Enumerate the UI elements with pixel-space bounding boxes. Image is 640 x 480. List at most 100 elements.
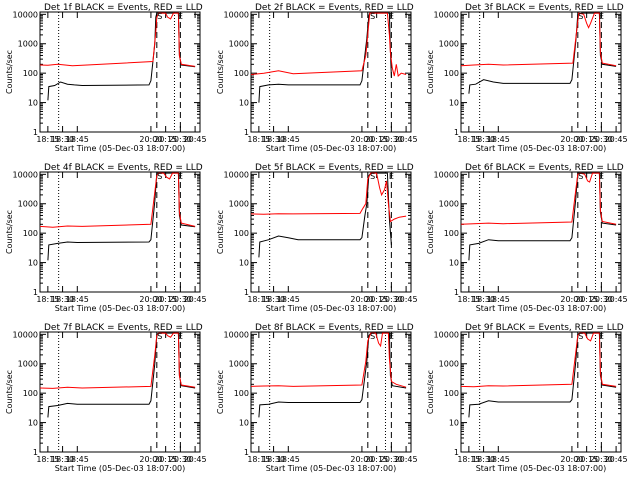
x-tick-label: 20:15 <box>575 135 598 144</box>
marker-s: S <box>578 172 583 181</box>
x-axis-label: Start Time (05-Dec-03 18:07:00) <box>266 144 397 153</box>
marker-e: E <box>599 172 604 181</box>
y-tick-label: 1 <box>244 128 249 137</box>
x-tick-label: 20:00 <box>560 135 583 144</box>
y-tick-label: 100 <box>444 229 459 238</box>
y-tick-label: 10 <box>28 259 38 268</box>
y-tick-label: 1000 <box>439 40 459 49</box>
series-line-events <box>47 172 196 261</box>
x-tick-label: 18:45 <box>277 295 300 304</box>
series-line-events <box>468 172 617 261</box>
y-tick-label: 1000 <box>229 200 249 209</box>
x-tick-label: 18:15 <box>247 135 270 144</box>
x-tick-label: 18:45 <box>487 455 510 464</box>
x-tick-label: 20:45 <box>395 135 418 144</box>
x-axis-label: Start Time (05-Dec-03 18:07:00) <box>476 304 607 313</box>
x-tick-label: 20:00 <box>350 455 373 464</box>
x-tick-label: 20:00 <box>139 295 162 304</box>
x-tick-label: 20:15 <box>365 135 388 144</box>
y-tick-label: 10 <box>239 259 249 268</box>
y-axis-label: Counts/sec <box>216 370 225 414</box>
y-axis-label: Counts/sec <box>5 210 14 254</box>
series-line-events <box>258 12 392 103</box>
x-tick-label: 20:00 <box>350 295 373 304</box>
plot-frame <box>250 331 412 453</box>
chart-panel-5: Det 5f BLACK = Events, RED = LLD 1 10 100 10… <box>216 163 418 313</box>
x-axis-label: Start Time (05-Dec-03 18:07:00) <box>266 464 397 473</box>
marker-e: E <box>599 332 604 341</box>
y-tick-label: 1 <box>454 128 459 137</box>
marker-e: E <box>178 12 183 21</box>
chart-title: Det 4f BLACK = Events, RED = LLD <box>44 163 203 173</box>
marker-e: E <box>389 332 394 341</box>
series-line-lld <box>250 12 407 78</box>
x-tick-label: 18:30 <box>472 295 495 304</box>
y-tick-label: 1000 <box>229 360 249 369</box>
x-tick-label: 20:15 <box>575 455 598 464</box>
marker-e: E <box>389 12 394 21</box>
marker-e: E <box>178 332 183 341</box>
x-tick-label: 20:30 <box>169 295 192 304</box>
marker-s: S <box>578 332 583 341</box>
x-axis-label: Start Time (05-Dec-03 18:07:00) <box>266 304 397 313</box>
marker-s: S <box>370 12 375 21</box>
y-tick-label: 10 <box>449 419 459 428</box>
y-tick-label: 100 <box>444 69 459 78</box>
x-tick-label: 18:15 <box>247 295 270 304</box>
x-tick-label: 18:15 <box>247 455 270 464</box>
marker-e: E <box>389 172 394 181</box>
plot-frame <box>460 331 622 453</box>
x-tick-label: 18:30 <box>51 455 74 464</box>
y-tick-label: 100 <box>23 229 38 238</box>
y-tick-label: 10000 <box>434 330 459 339</box>
x-tick-label: 18:15 <box>457 295 480 304</box>
x-tick-label: 20:30 <box>590 295 613 304</box>
y-tick-label: 10 <box>28 99 38 108</box>
x-axis-label: Start Time (05-Dec-03 18:07:00) <box>476 464 607 473</box>
x-axis-label: Start Time (05-Dec-03 18:07:00) <box>55 464 186 473</box>
x-tick-label: 20:30 <box>380 135 403 144</box>
x-tick-label: 20:45 <box>605 295 628 304</box>
x-tick-label: 20:30 <box>590 455 613 464</box>
x-tick-label: 20:30 <box>169 455 192 464</box>
y-tick-label: 1 <box>244 448 249 457</box>
y-tick-label: 10000 <box>13 10 38 19</box>
x-axis-label: Start Time (05-Dec-03 18:07:00) <box>476 144 607 153</box>
y-tick-label: 1 <box>33 288 38 297</box>
x-tick-label: 20:45 <box>395 455 418 464</box>
series-line-events <box>47 12 196 101</box>
y-axis-label: Counts/sec <box>5 50 14 94</box>
series-line-events <box>258 172 392 258</box>
x-tick-label: 20:45 <box>605 455 628 464</box>
y-tick-label: 10000 <box>13 170 38 179</box>
chart-title: Det 2f BLACK = Events, RED = LLD <box>255 3 414 13</box>
x-tick-label: 20:30 <box>380 295 403 304</box>
chart-title: Det 7f BLACK = Events, RED = LLD <box>44 323 203 333</box>
y-tick-label: 1000 <box>18 40 38 49</box>
chart-title: Det 1f BLACK = Events, RED = LLD <box>44 3 203 13</box>
series-line-lld <box>460 12 617 67</box>
y-tick-label: 1 <box>33 128 38 137</box>
y-axis-label: Counts/sec <box>426 50 435 94</box>
y-tick-label: 100 <box>234 69 249 78</box>
y-tick-label: 10000 <box>224 170 249 179</box>
plot-frame <box>460 171 622 293</box>
chart-title: Det 5f BLACK = Events, RED = LLD <box>255 163 414 173</box>
y-tick-label: 1000 <box>18 360 38 369</box>
y-axis-label: Counts/sec <box>426 210 435 254</box>
chart-title: Det 9f BLACK = Events, RED = LLD <box>465 323 624 333</box>
series-line-lld <box>250 172 407 223</box>
x-axis-label: Start Time (05-Dec-03 18:07:00) <box>55 144 186 153</box>
x-tick-label: 18:45 <box>66 135 89 144</box>
y-axis-label: Counts/sec <box>426 370 435 414</box>
plot-frame <box>39 331 201 453</box>
series-line-events <box>258 332 407 418</box>
plot-frame <box>250 171 412 293</box>
x-tick-label: 18:45 <box>487 135 510 144</box>
x-tick-label: 18:30 <box>51 295 74 304</box>
x-tick-label: 18:15 <box>36 455 59 464</box>
x-tick-label: 20:45 <box>605 135 628 144</box>
x-tick-label: 18:45 <box>277 135 300 144</box>
